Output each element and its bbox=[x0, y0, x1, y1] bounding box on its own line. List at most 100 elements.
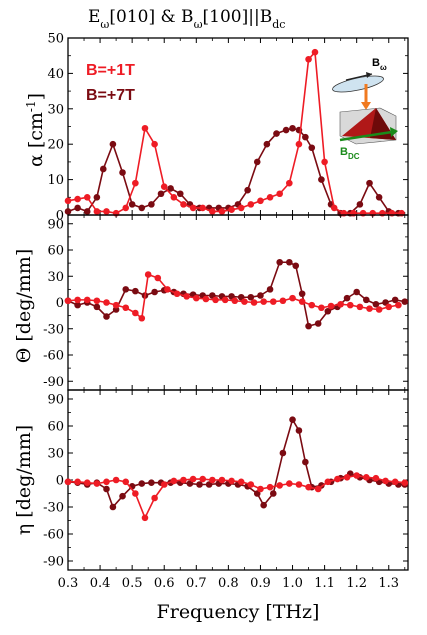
data-point-7t bbox=[279, 449, 287, 457]
data-point-1t bbox=[74, 195, 81, 203]
data-point-1t bbox=[266, 194, 274, 201]
data-point-7t bbox=[318, 176, 325, 183]
data-point-1t bbox=[286, 179, 293, 187]
data-point-7t bbox=[363, 296, 370, 304]
y-tick-label: 60 bbox=[47, 420, 64, 435]
x-tick-label: 0.4 bbox=[90, 576, 111, 591]
inset-schematic: Bω BDC bbox=[332, 57, 398, 161]
data-point-1t bbox=[132, 490, 139, 497]
b-omega-arrowhead-icon bbox=[366, 72, 372, 78]
data-point-1t bbox=[103, 478, 110, 486]
data-point-1t bbox=[250, 299, 258, 306]
data-point-1t bbox=[93, 480, 101, 487]
legend-item-7t: B=+7T bbox=[86, 87, 135, 104]
data-point-7t bbox=[83, 208, 91, 215]
y-tick-label: 30 bbox=[47, 447, 64, 462]
data-point-1t bbox=[308, 301, 316, 309]
data-point-1t bbox=[228, 477, 235, 485]
y-tick-label: 0 bbox=[56, 209, 64, 224]
y-tick-label: -90 bbox=[43, 555, 64, 570]
data-point-1t bbox=[324, 478, 332, 486]
data-point-7t bbox=[148, 479, 155, 487]
x-tick-label: 0.9 bbox=[250, 576, 271, 591]
data-point-1t bbox=[199, 475, 207, 483]
data-point-7t bbox=[157, 190, 165, 198]
polarization-ellipse-icon bbox=[332, 75, 384, 93]
data-point-1t bbox=[122, 204, 130, 212]
data-point-1t bbox=[218, 476, 226, 484]
x-tick-label: 1.0 bbox=[282, 576, 303, 591]
data-point-7t bbox=[276, 258, 283, 266]
x-tick-label: 1.3 bbox=[378, 576, 399, 591]
data-point-1t bbox=[221, 296, 229, 304]
data-point-1t bbox=[337, 300, 344, 308]
data-point-1t bbox=[144, 271, 152, 278]
y-tick-label: 30 bbox=[47, 102, 64, 117]
data-point-1t bbox=[305, 55, 312, 63]
data-point-1t bbox=[154, 274, 162, 282]
data-point-1t bbox=[257, 485, 264, 493]
data-point-1t bbox=[321, 158, 328, 166]
data-point-7t bbox=[176, 190, 184, 198]
data-point-1t bbox=[112, 476, 120, 484]
data-point-1t bbox=[289, 294, 296, 302]
data-point-7t bbox=[295, 427, 303, 434]
data-point-1t bbox=[83, 296, 91, 304]
data-point-7t bbox=[138, 204, 146, 212]
data-point-1t bbox=[74, 296, 81, 304]
data-point-1t bbox=[202, 295, 210, 303]
x-tick-label: 0.6 bbox=[154, 576, 175, 591]
data-point-7t bbox=[263, 140, 271, 148]
data-point-1t bbox=[103, 208, 110, 215]
y-tick-label: 50 bbox=[47, 32, 64, 47]
data-point-1t bbox=[318, 304, 325, 312]
data-point-7t bbox=[93, 194, 101, 201]
data-point-1t bbox=[305, 483, 312, 491]
series-line-7t bbox=[67, 127, 399, 215]
data-point-1t bbox=[199, 204, 207, 212]
data-point-1t bbox=[311, 48, 319, 56]
x-tick-label: 0.3 bbox=[58, 576, 79, 591]
data-point-1t bbox=[276, 482, 283, 489]
ellipticity-panel: 0.3 0.4 0.5 0.6 0.7 0.8 0.9 1.0 1.1 1.2 1.3 90 60 30 0… bbox=[43, 389, 409, 591]
x-tick-label: 1.1 bbox=[314, 576, 335, 591]
data-point-1t bbox=[138, 314, 146, 322]
y-tick-label: 40 bbox=[47, 67, 64, 82]
data-point-7t bbox=[109, 503, 117, 511]
data-point-7t bbox=[103, 313, 110, 320]
data-point-1t bbox=[237, 478, 245, 486]
ylabel-theta: Θ [deg/mm] bbox=[13, 249, 35, 363]
data-point-7t bbox=[308, 144, 316, 152]
data-point-1t bbox=[260, 298, 267, 305]
x-tick-label: 0.8 bbox=[218, 576, 239, 591]
y-tick-label: -90 bbox=[43, 375, 64, 390]
data-point-7t bbox=[167, 185, 174, 192]
data-point-7t bbox=[391, 296, 399, 304]
data-point-7t bbox=[266, 286, 274, 293]
data-point-1t bbox=[74, 478, 81, 486]
data-point-1t bbox=[286, 480, 293, 487]
data-point-1t bbox=[193, 294, 200, 302]
data-point-1t bbox=[170, 477, 178, 485]
data-point-1t bbox=[164, 286, 171, 293]
data-point-7t bbox=[257, 292, 264, 299]
xlabel: Frequency [THz] bbox=[157, 601, 320, 623]
data-point-7t bbox=[292, 262, 300, 270]
data-point-1t bbox=[93, 208, 101, 215]
data-point-7t bbox=[375, 194, 383, 201]
data-point-1t bbox=[151, 140, 158, 148]
data-point-1t bbox=[132, 179, 139, 187]
b-dc-vertical-arrowhead-icon bbox=[361, 102, 371, 110]
x-tick-label: 0.7 bbox=[186, 576, 207, 591]
data-point-1t bbox=[334, 475, 341, 483]
data-point-1t bbox=[385, 303, 393, 311]
data-point-1t bbox=[231, 297, 239, 305]
data-point-1t bbox=[343, 474, 351, 481]
y-tick-label: -60 bbox=[43, 349, 64, 364]
data-point-1t bbox=[209, 208, 216, 215]
data-point-7t bbox=[353, 288, 360, 296]
data-point-1t bbox=[241, 298, 248, 305]
data-point-7t bbox=[302, 458, 309, 466]
data-point-1t bbox=[83, 479, 91, 487]
data-point-7t bbox=[93, 303, 101, 311]
